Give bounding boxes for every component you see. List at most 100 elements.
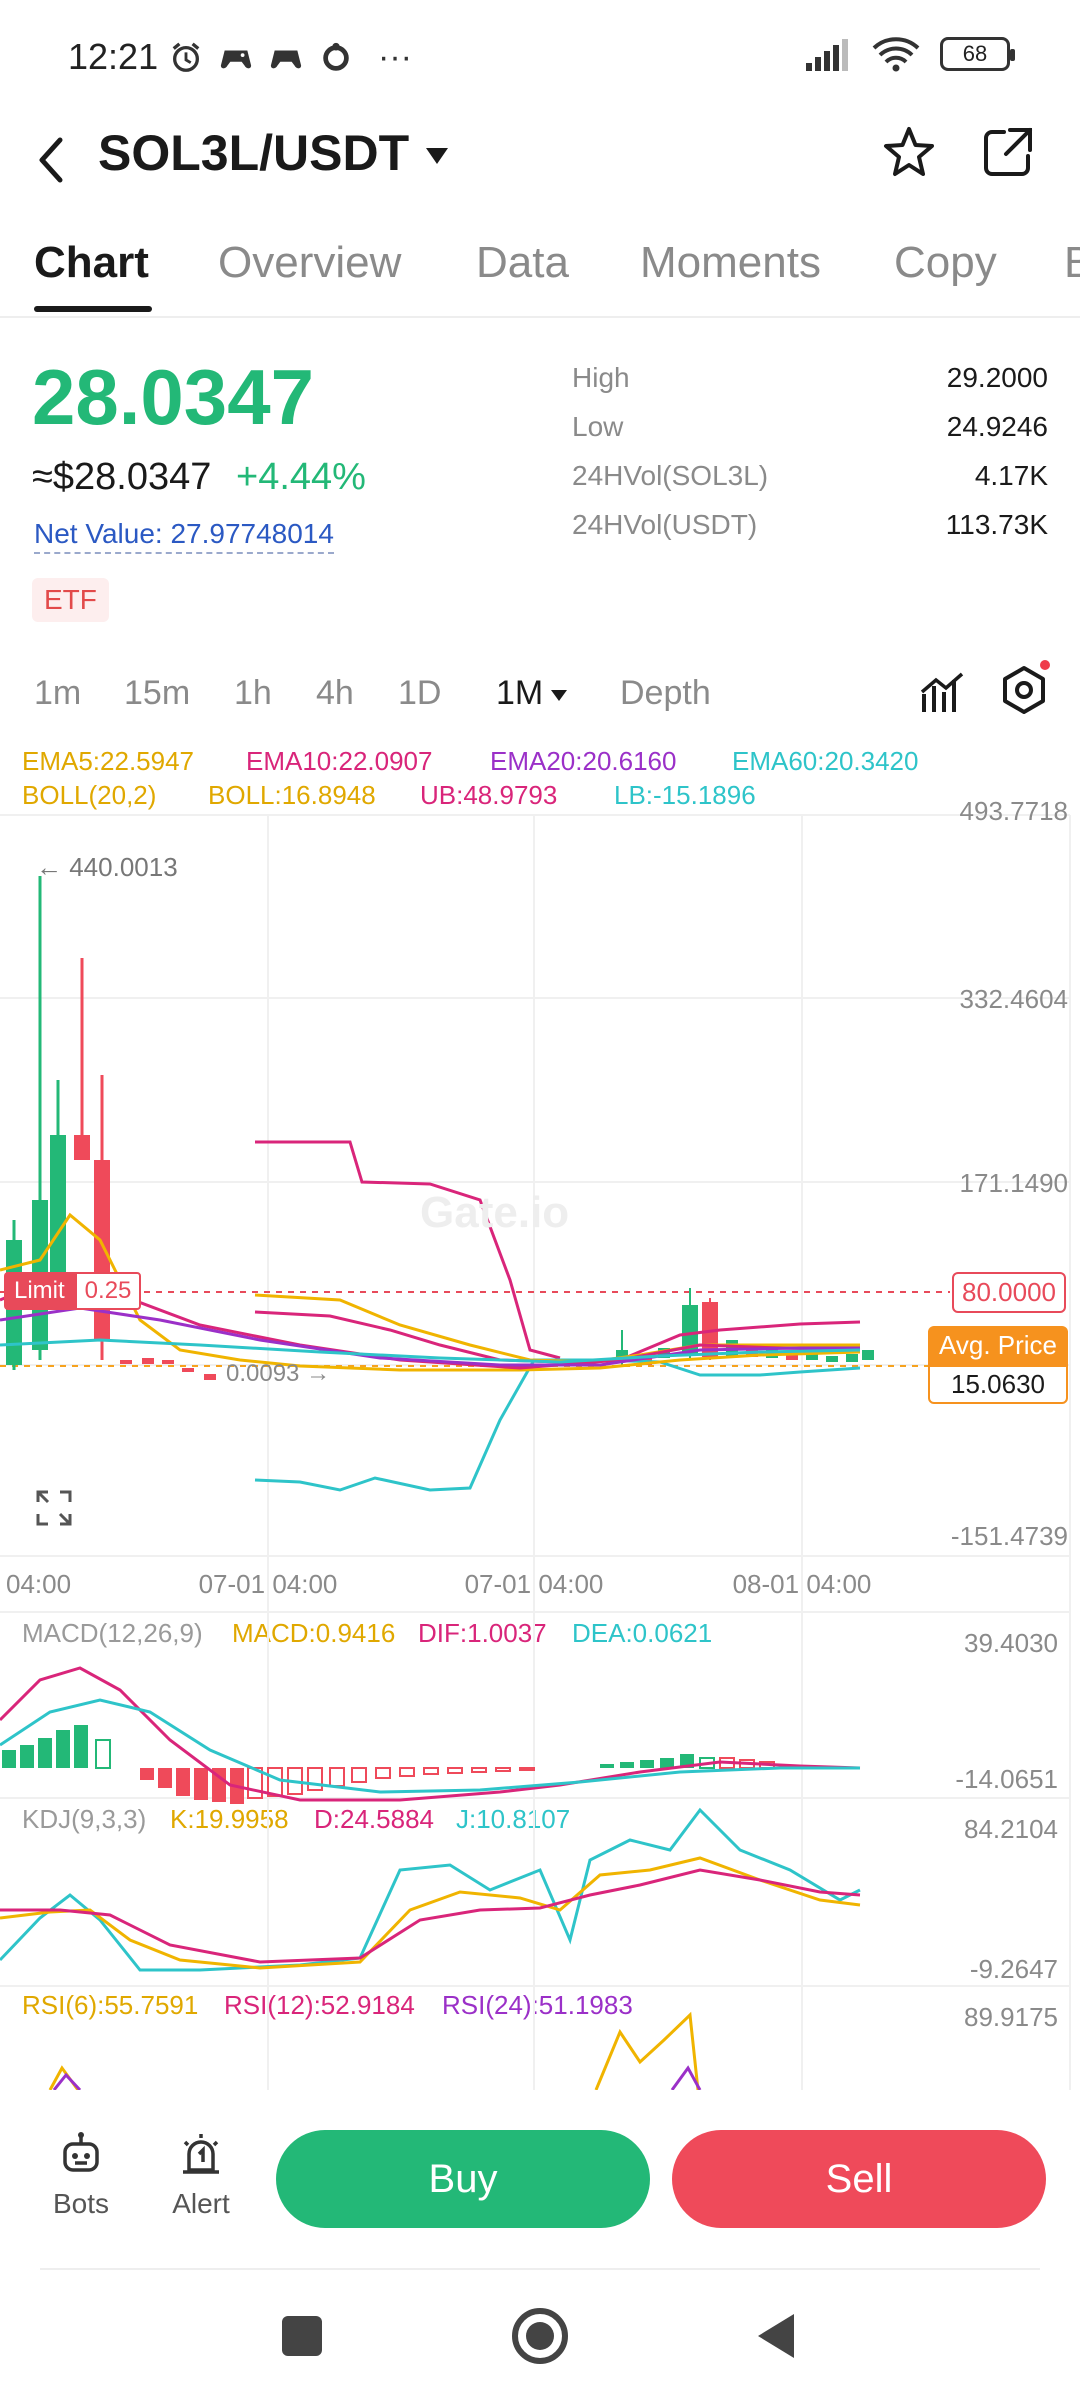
tab-copy[interactable]: Copy bbox=[894, 238, 997, 287]
system-status: 68 bbox=[806, 36, 1015, 72]
interval-depth[interactable]: Depth bbox=[620, 674, 711, 712]
sync-icon bbox=[323, 42, 349, 71]
legend-dif: DIF:1.0037 bbox=[418, 1618, 547, 1648]
legend-rsi24: RSI(24):51.1983 bbox=[442, 1990, 633, 2020]
interval-1d[interactable]: 1D bbox=[398, 674, 442, 712]
legend-ub: UB:48.9793 bbox=[420, 780, 558, 810]
avg-price-tag: Avg. Price 15.0630 bbox=[928, 1326, 1068, 1404]
legend-rsi6: RSI(6):55.7591 bbox=[22, 1990, 199, 2020]
macd-label-top: 39.4030 bbox=[964, 1628, 1058, 1658]
indicator-icon[interactable] bbox=[918, 668, 966, 716]
interval-bar: 1m 15m 1h 4h 1D 1M Depth bbox=[0, 668, 1080, 738]
interval-4h[interactable]: 4h bbox=[316, 674, 354, 712]
limit-order-tag[interactable]: Limit 0.25 bbox=[4, 1272, 142, 1310]
notification-dot bbox=[1040, 660, 1050, 670]
back-icon[interactable] bbox=[758, 2314, 794, 2358]
battery-icon: 68 bbox=[940, 37, 1015, 71]
game-controller-icon bbox=[220, 49, 252, 68]
interval-15m[interactable]: 15m bbox=[124, 674, 191, 712]
tab-more[interactable]: B bbox=[1064, 238, 1080, 288]
back-arrow-icon[interactable] bbox=[30, 130, 70, 190]
caret-down-icon bbox=[551, 689, 568, 701]
share-icon[interactable] bbox=[980, 124, 1036, 180]
caret-down-icon[interactable] bbox=[424, 142, 450, 168]
alarm-icon bbox=[172, 42, 200, 72]
legend-kdj-title: KDJ(9,3,3) bbox=[22, 1804, 147, 1834]
stats-panel: High 29.2000 Low 24.9246 24HVol(SOL3L) 4.17… bbox=[572, 362, 1048, 558]
kdj-label-top: 84.2104 bbox=[964, 1814, 1058, 1844]
recents-icon[interactable] bbox=[282, 2316, 322, 2356]
y-label-2: 332.4604 bbox=[960, 984, 1068, 1014]
fullscreen-icon[interactable] bbox=[34, 1488, 74, 1528]
stat-vol-quote: 24HVol(USDT) 113.73K bbox=[572, 509, 1048, 540]
legend-ema5: EMA5:22.5947 bbox=[22, 746, 195, 776]
low-label: 0.0093 → bbox=[226, 1360, 331, 1387]
star-icon[interactable] bbox=[880, 124, 938, 182]
rsi-label-top: 89.9175 bbox=[964, 2002, 1058, 2032]
x-label-4: 08-01 04:00 bbox=[733, 1569, 872, 1599]
pair-title[interactable]: SOL3L/USDT bbox=[98, 125, 410, 181]
tab-chart[interactable]: Chart bbox=[34, 238, 149, 287]
etf-badge: ETF bbox=[32, 578, 109, 622]
status-time: 12:21 bbox=[68, 36, 159, 77]
chart-grid bbox=[0, 814, 1071, 2090]
header: SOL3L/USDT bbox=[0, 110, 1080, 210]
x-label-3: 07-01 04:00 bbox=[465, 1569, 604, 1599]
kdj-lines bbox=[0, 1807, 861, 1972]
legend-ema20: EMA20:20.6160 bbox=[490, 746, 677, 776]
sell-button[interactable]: Sell bbox=[672, 2130, 1046, 2228]
alarm-bell-icon bbox=[183, 2134, 219, 2174]
avg-price-label: Avg. Price bbox=[928, 1326, 1068, 1365]
kline-chart[interactable]: 493.7718 332.4604 171.1490 -151.4739 04:… bbox=[0, 800, 1080, 2090]
y-label-bottom: -151.4739 bbox=[951, 1521, 1068, 1551]
bots-button[interactable]: Bots bbox=[36, 2130, 126, 2220]
status-bar: 12:21 ··· 68 bbox=[0, 0, 1080, 110]
legend-ema10: EMA10:22.0907 bbox=[246, 746, 433, 776]
system-navigation bbox=[0, 2280, 1080, 2400]
avg-price-value: 15.0630 bbox=[928, 1365, 1068, 1404]
macd-histogram bbox=[2, 1725, 775, 1804]
tab-overview[interactable]: Overview bbox=[218, 238, 402, 287]
stat-vol-base: 24HVol(SOL3L) 4.17K bbox=[572, 460, 1048, 491]
home-icon[interactable] bbox=[512, 2308, 568, 2364]
divider bbox=[40, 2268, 1040, 2270]
legend-dea: DEA:0.0621 bbox=[572, 1618, 713, 1648]
wifi-icon bbox=[872, 37, 920, 72]
interval-1mo[interactable]: 1M bbox=[496, 674, 568, 713]
stat-high: High 29.2000 bbox=[572, 362, 1048, 393]
signal-icon bbox=[806, 39, 848, 71]
limit-amount: 0.25 bbox=[74, 1272, 142, 1310]
tab-active-indicator bbox=[34, 306, 152, 312]
x-label-1: 04:00 bbox=[6, 1569, 71, 1599]
more-notifications-icon: ··· bbox=[378, 38, 412, 76]
alert-button[interactable]: Alert bbox=[156, 2130, 246, 2220]
legend-j: J:10.8107 bbox=[456, 1804, 571, 1834]
tab-moments[interactable]: Moments bbox=[640, 238, 821, 287]
stat-low: Low 24.9246 bbox=[572, 411, 1048, 442]
legend-rsi12: RSI(12):52.9184 bbox=[224, 1990, 415, 2020]
tab-data[interactable]: Data bbox=[476, 238, 569, 287]
last-price: 28.0347 bbox=[32, 353, 314, 441]
legend-boll-mid: BOLL:16.8948 bbox=[208, 780, 376, 810]
legend-d: D:24.5884 bbox=[314, 1804, 434, 1834]
interval-1h[interactable]: 1h bbox=[234, 674, 272, 712]
buy-button[interactable]: Buy bbox=[276, 2130, 650, 2228]
macd-lines bbox=[0, 1666, 861, 1802]
robot-icon bbox=[63, 2132, 99, 2172]
tab-bar: Chart Overview Data Moments Copy B bbox=[0, 232, 1080, 318]
legend-ema60: EMA60:20.3420 bbox=[732, 746, 919, 776]
fiat-price: ≈$28.0347 bbox=[32, 456, 212, 498]
peak-label: ← 440.0013 bbox=[36, 852, 178, 882]
net-value-link[interactable]: Net Value: 27.97748014 bbox=[34, 518, 334, 554]
rsi-lines bbox=[48, 2011, 702, 2090]
notification-icons: ··· bbox=[168, 38, 412, 77]
legend-lb: LB:-15.1896 bbox=[614, 780, 756, 810]
legend-macd: MACD:0.9416 bbox=[232, 1618, 396, 1648]
interval-1m[interactable]: 1m bbox=[34, 674, 82, 712]
x-label-2: 07-01 04:00 bbox=[199, 1569, 338, 1599]
limit-price-tag: 80.0000 bbox=[952, 1272, 1066, 1313]
settings-icon[interactable] bbox=[998, 664, 1050, 716]
macd-label-bottom: -14.0651 bbox=[955, 1764, 1058, 1794]
legend-boll: BOLL(20,2) bbox=[22, 780, 157, 810]
indicator-lines bbox=[0, 1140, 861, 1492]
